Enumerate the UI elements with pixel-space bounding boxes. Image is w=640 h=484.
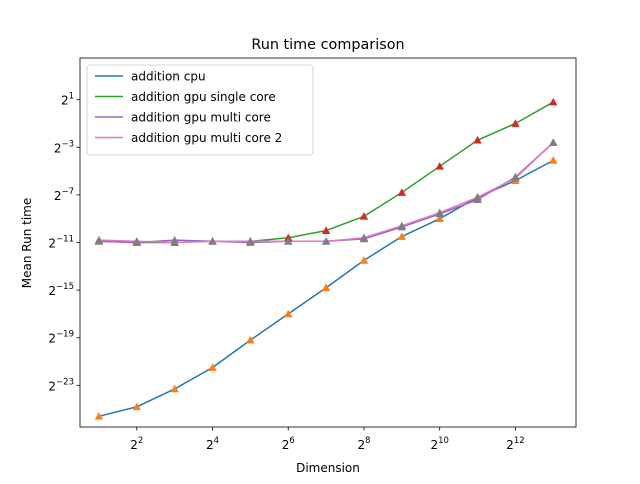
x-tick-label: 26 [282, 436, 295, 452]
data-point-series-1 [132, 402, 141, 411]
y-tick-label: 2−19 [48, 330, 74, 346]
legend-label-3: addition gpu multi core [131, 111, 271, 125]
data-point-series-4 [473, 193, 482, 201]
data-point-series-4 [246, 237, 255, 245]
data-point-series-4 [359, 233, 369, 242]
data-point-series-4 [549, 138, 558, 146]
legend-label-2: addition gpu single core [131, 90, 276, 104]
data-point-series-2 [473, 135, 482, 144]
data-point-series-1 [549, 156, 558, 164]
y-tick-label: 2−15 [48, 282, 74, 298]
legend-label-4: addition gpu multi core 2 [131, 131, 282, 145]
data-point-series-4 [435, 208, 444, 217]
y-tick-label: 2−23 [48, 377, 74, 393]
data-point-series-1 [397, 232, 407, 240]
data-point-series-1 [435, 214, 444, 223]
data-point-series-2 [359, 212, 369, 220]
data-point-series-2 [397, 188, 407, 196]
data-point-series-2 [549, 97, 558, 106]
data-point-series-4 [94, 235, 104, 244]
data-point-series-4 [170, 238, 179, 246]
axes: 22 24 26 28 210 212 21 2−3 2−7 2−11 2−15 2−19 2−23 [48, 57, 577, 452]
data-point-series-1 [359, 256, 369, 264]
data-point-series-4 [321, 237, 331, 245]
data-point-series-1 [208, 363, 217, 371]
x-tick-label: 28 [357, 436, 370, 452]
data-point-series-4 [208, 237, 217, 245]
x-tick-label: 24 [206, 436, 219, 452]
x-axis-label: Dimension [296, 461, 360, 475]
data-point-series-1 [170, 384, 179, 393]
data-point-series-1 [246, 335, 255, 344]
x-tick-label: 22 [130, 436, 143, 452]
y-tick-label: 21 [61, 92, 74, 108]
legend-box [86, 64, 314, 156]
plot-area [94, 97, 558, 420]
chart-title: Run time comparison [251, 37, 404, 53]
data-point-series-4 [511, 174, 520, 182]
data-point-series-2 [435, 162, 444, 170]
legend: addition cpu addition gpu single core addi… [86, 64, 314, 156]
y-tick-label: 2−11 [48, 235, 74, 251]
y-tick-label: 2−7 [54, 187, 74, 203]
y-tick-label: 2−3 [54, 139, 74, 155]
data-point-series-4 [397, 221, 407, 230]
x-tick-label: 212 [506, 436, 524, 452]
data-point-series-1 [321, 283, 331, 292]
legend-label-1: addition cpu [131, 70, 206, 84]
data-point-series-1 [94, 412, 104, 420]
y-axis-label: Mean Run time [20, 198, 34, 288]
data-point-series-1 [284, 309, 293, 318]
x-tick-label: 210 [430, 436, 448, 452]
data-point-series-2 [321, 226, 331, 234]
data-point-series-2 [511, 119, 520, 127]
data-point-series-4 [132, 237, 141, 245]
data-point-series-4 [284, 237, 293, 245]
